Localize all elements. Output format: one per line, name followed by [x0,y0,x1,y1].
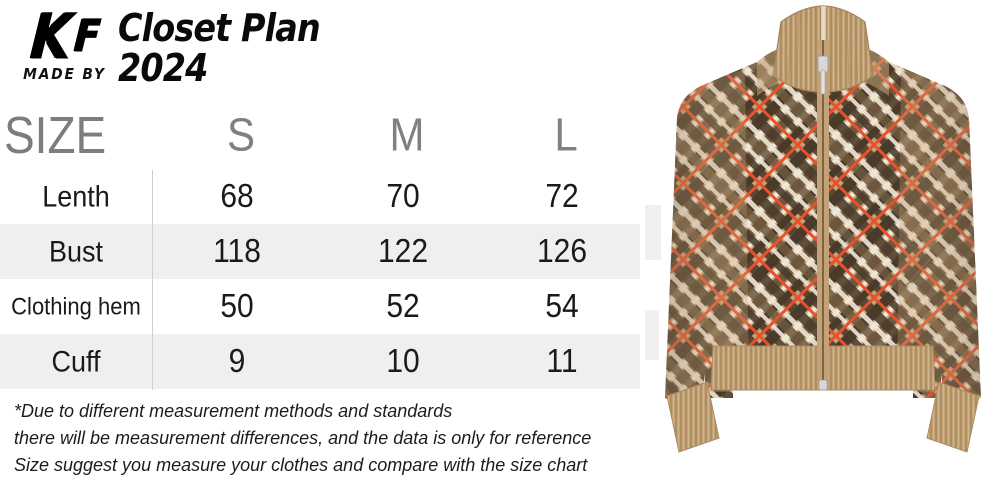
table-row: Bust 118 122 126 [0,224,640,279]
title-line-2: 2024 [118,46,208,90]
front-zipper [817,40,829,391]
column-header-s: S [226,108,255,161]
background-artifact [645,310,659,360]
row-label-bust: Bust [48,235,104,268]
cell-bust-s: 118 [213,232,261,270]
cell-bust-l: 126 [536,232,588,270]
row-label-cuff: Cuff [51,345,101,378]
cell-bust-m: 122 [377,232,429,270]
cell-hem-l: 54 [545,287,579,325]
disclaimer-line-1: *Due to different measurement methods an… [14,401,453,421]
logo-letter-f: F [73,11,101,63]
made-by-label: MADE BY [23,65,106,83]
page-title: Closet Plan 2024 [118,8,418,88]
table-header-row: SIZE S M L [0,100,640,170]
logo-letter-k: K [29,0,73,73]
column-header-m: M [389,108,425,161]
cell-lenth-m: 70 [386,178,420,215]
cell-cuff-m: 10 [386,342,420,380]
cell-cuff-l: 11 [546,342,578,380]
disclaimer-note: *Due to different measurement methods an… [14,398,634,479]
table-row: Lenth 68 70 72 [0,170,640,224]
cell-hem-m: 52 [386,287,420,325]
table-row: Clothing hem 50 52 54 [0,279,640,334]
size-corner-label: SIZE [4,105,107,165]
table-column-divider [152,170,153,390]
pocket-openings [714,257,932,297]
title-line-1: Closet Plan [118,6,321,50]
disclaimer-line-2: there will be measurement differences, a… [14,428,592,448]
size-table: SIZE S M L Lenth 68 70 72 Bust 118 122 1… [0,100,645,390]
cell-lenth-s: 68 [220,178,254,215]
product-photo [645,0,1000,500]
row-label-clothing-hem: Clothing hem [11,293,141,320]
cell-hem-s: 50 [220,287,254,325]
checked-zip-cardigan-illustration [665,5,981,453]
cell-lenth-l: 72 [545,178,579,215]
cell-cuff-s: 9 [228,342,246,380]
disclaimer-line-3: Size suggest you measure your clothes an… [14,455,588,475]
table-row: Cuff 9 10 11 [0,334,640,389]
sleeve-cuffs [666,381,980,453]
row-label-lenth: Lenth [42,180,110,214]
background-artifact [645,205,661,260]
zipper-pull-icon [817,55,829,73]
column-header-l: L [554,108,578,161]
